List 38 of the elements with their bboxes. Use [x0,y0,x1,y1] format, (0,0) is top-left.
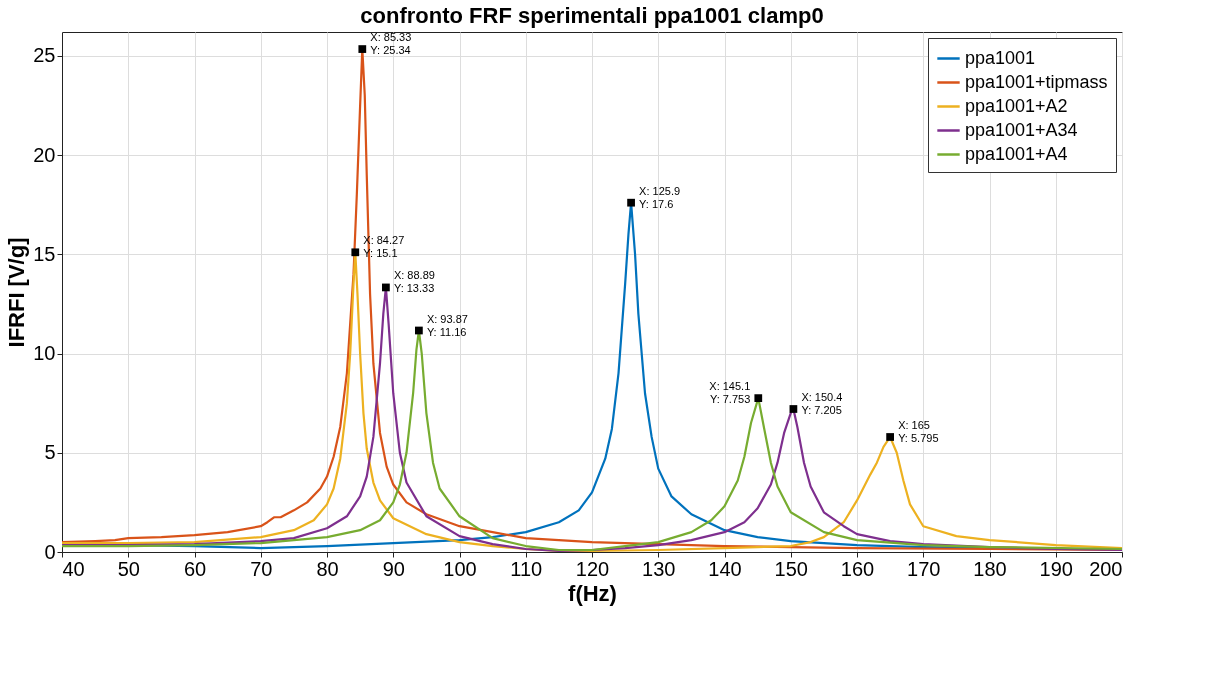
y-tick-label: 25 [33,44,56,67]
x-tick-label: 100 [443,557,477,580]
x-tick-label: 140 [708,557,742,580]
legend-label: ppa1001 [965,47,1036,68]
x-tick-label: 200 [1089,557,1123,580]
x-tick-label: 170 [907,557,941,580]
x-tick-label: 90 [382,557,405,580]
x-tick-label: 150 [774,557,808,580]
annotation: X: 93.87 Y: 11.16 [426,312,468,338]
y-tick-label: 10 [33,342,56,365]
annotation: X: 85.33 Y: 25.34 [370,31,412,57]
x-tick-label: 110 [510,557,543,580]
chart-title: confronto FRF sperimentali ppa1001 clamp0 [360,3,824,28]
annotation: X: 150.4 Y: 7.205 [801,391,843,416]
legend-label: ppa1001+A4 [965,143,1068,164]
x-tick-label: 60 [183,557,207,580]
annotation: X: 125.9 Y: 17.6 [639,184,681,210]
x-tick-label: 180 [973,557,1007,580]
y-tick-label: 5 [44,441,56,464]
x-axis-title: f(Hz) [568,580,617,606]
y-tick-label: 15 [33,242,56,265]
legend-label: ppa1001+tipmass [965,71,1108,92]
x-tick-label: 70 [250,557,273,580]
x-tick-label: 160 [840,557,875,580]
legend-label: ppa1001+A2 [965,95,1068,116]
x-tick-label: 50 [117,557,140,580]
legend-label: ppa1001+A34 [965,119,1078,140]
annotation: X: 165 Y: 5.795 [898,418,939,444]
x-tick-label: 190 [1039,557,1073,580]
x-tick-label: 120 [575,557,610,580]
y-tick-label: 20 [33,143,56,166]
x-tick-label: 40 [62,557,85,580]
annotation: X: 88.89 Y: 13.33 [393,269,435,295]
x-tick-label: 130 [642,557,676,580]
x-tick-label: 80 [316,557,339,580]
y-axis-title: IFRFI [V/g] [4,237,30,348]
annotation: X: 145.1 Y: 7.753 [709,380,751,406]
y-tick-label: 0 [44,540,56,563]
